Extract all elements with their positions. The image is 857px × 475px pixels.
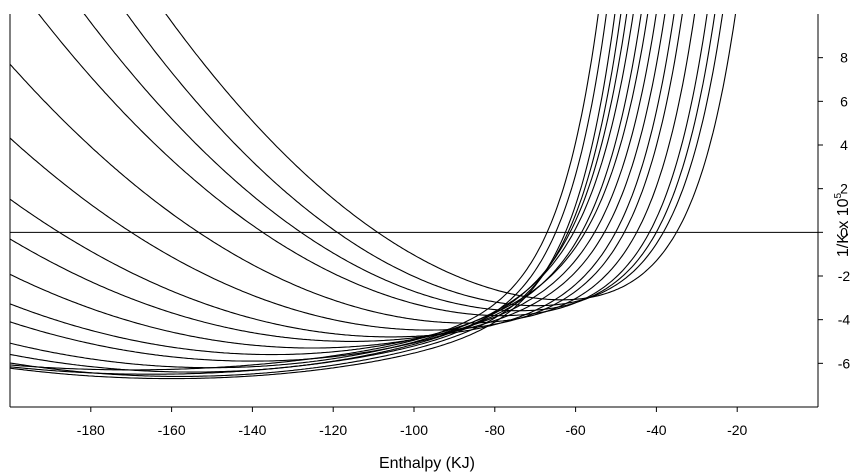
y-axis-title-superscript: 5	[833, 192, 844, 198]
series-line	[10, 14, 616, 380]
series-line	[10, 14, 622, 377]
series-line	[126, 14, 724, 307]
y-tick-label: 0	[840, 224, 848, 240]
series-line	[10, 14, 634, 369]
series-line	[10, 14, 657, 349]
x-axis-ticks: -180 -160 -140 -120 -100 -80 -60 -40 -20	[77, 407, 748, 438]
y-tick-label: -6	[838, 355, 851, 371]
y-tick-label: 6	[840, 93, 848, 109]
y-axis-title: 1/K x 105	[833, 192, 852, 257]
y-tick-label: 4	[840, 137, 848, 153]
x-tick-label: -120	[319, 422, 347, 438]
series-line	[37, 14, 708, 317]
x-tick-label: -160	[158, 422, 186, 438]
x-tick-label: -60	[565, 422, 585, 438]
y-tick-label: -2	[838, 268, 851, 284]
x-axis-title: Enthalpy (KJ)	[379, 455, 475, 472]
y-tick-label: -4	[838, 312, 851, 328]
series-line	[165, 14, 737, 301]
series-line	[10, 14, 675, 338]
x-tick-label: -100	[400, 422, 428, 438]
x-tick-label: -20	[727, 422, 747, 438]
series-line	[10, 14, 649, 356]
series-line	[10, 14, 666, 342]
series-line	[10, 14, 607, 375]
curves-group	[10, 14, 737, 380]
series-line	[10, 14, 696, 324]
y-tick-label: 2	[840, 181, 848, 197]
x-tick-label: -80	[485, 422, 505, 438]
y-axis-ticks: -6 -4 -2 0 2 4 6 8	[818, 50, 851, 371]
series-line	[83, 14, 716, 312]
y-axis-title-main: 1/K x 10	[835, 198, 852, 257]
x-tick-label: -180	[77, 422, 105, 438]
series-line	[10, 14, 683, 331]
series-line	[10, 14, 642, 362]
x-tick-label: -40	[646, 422, 666, 438]
series-line	[10, 14, 599, 371]
x-tick-label: -140	[238, 422, 266, 438]
y-tick-label: 8	[840, 50, 848, 66]
series-line	[10, 14, 628, 373]
